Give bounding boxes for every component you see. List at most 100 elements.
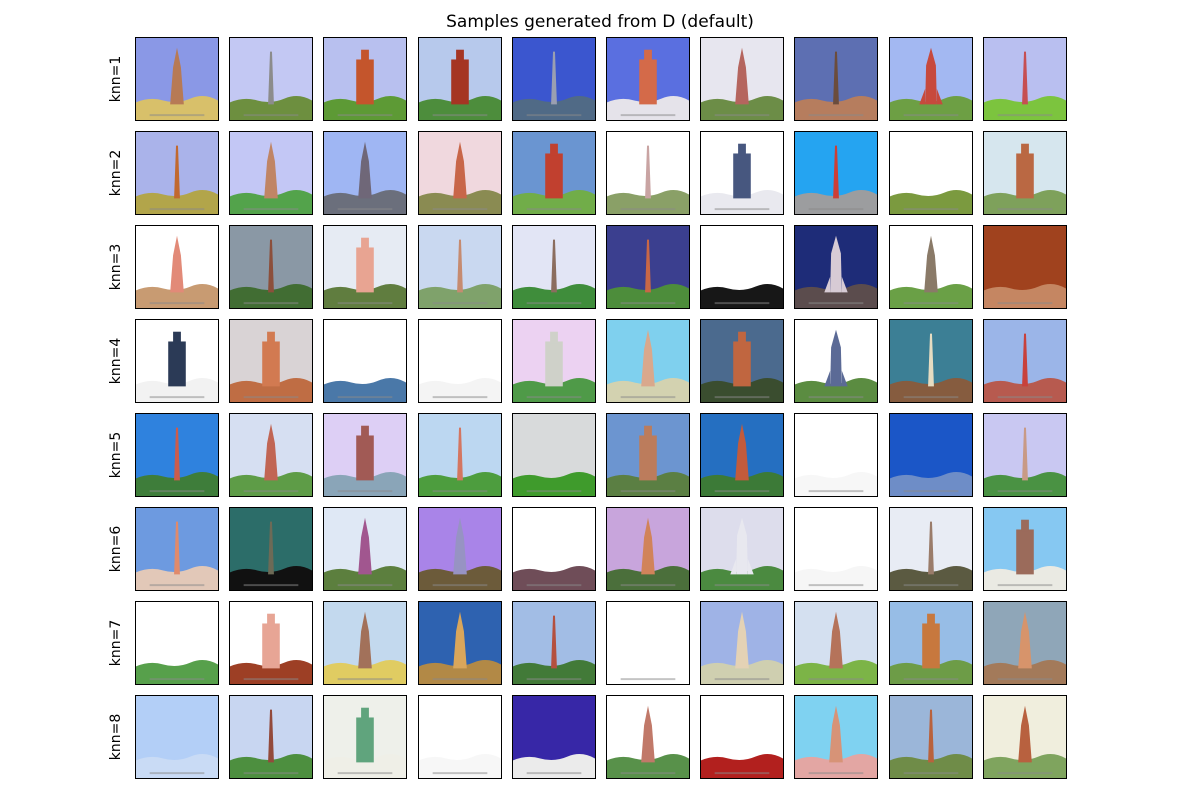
row-label: knn=4 — [108, 337, 124, 385]
caption-strip — [243, 396, 299, 399]
caption-strip — [997, 396, 1053, 399]
ground — [419, 96, 501, 120]
ground — [701, 378, 783, 402]
tower-fin — [841, 370, 848, 387]
sample-image — [135, 413, 219, 497]
sample-image — [794, 131, 878, 215]
caption-strip — [620, 490, 676, 493]
ground — [324, 96, 406, 120]
sample-image — [700, 225, 784, 309]
sample-image — [229, 319, 313, 403]
caption-strip — [620, 584, 676, 587]
ground — [136, 660, 218, 684]
sample-image — [794, 413, 878, 497]
ground — [513, 190, 595, 214]
sample-image — [512, 413, 596, 497]
tower-shape — [833, 51, 839, 105]
sample-image — [606, 507, 690, 591]
sample-image — [983, 507, 1067, 591]
sample-image — [323, 413, 407, 497]
tower-shape — [170, 47, 184, 105]
sample-image — [323, 131, 407, 215]
caption-strip — [903, 114, 959, 117]
tower-shape — [1022, 333, 1028, 387]
tower-shape — [1018, 705, 1032, 763]
caption-strip — [432, 302, 488, 305]
tower-shape — [451, 59, 469, 105]
ground — [701, 190, 783, 214]
ground — [701, 754, 783, 778]
caption-strip — [337, 678, 393, 681]
tower-shape-top — [550, 331, 558, 344]
tower-shape — [830, 329, 842, 387]
tower-shape-top — [267, 613, 275, 626]
tower-fin — [919, 88, 926, 105]
tower-shape — [924, 235, 938, 293]
sample-image — [418, 319, 502, 403]
sample-image — [889, 413, 973, 497]
caption-strip — [620, 396, 676, 399]
ground — [136, 472, 218, 496]
caption-strip — [997, 114, 1053, 117]
tower-shape-top — [1021, 519, 1029, 532]
ground — [136, 566, 218, 590]
caption-strip — [714, 114, 770, 117]
sample-image — [889, 131, 973, 215]
sample-image — [794, 319, 878, 403]
caption-strip — [714, 396, 770, 399]
caption-strip — [620, 678, 676, 681]
row-label: knn=7 — [108, 619, 124, 667]
tower-shape-top — [738, 331, 746, 344]
ground — [795, 378, 877, 402]
caption-strip — [808, 114, 864, 117]
sample-image — [512, 37, 596, 121]
tower-shape-top — [267, 331, 275, 344]
caption-strip — [243, 584, 299, 587]
tower-shape — [641, 705, 655, 763]
ground — [890, 754, 972, 778]
ground — [890, 190, 972, 214]
sample-image — [606, 695, 690, 779]
tower-shape — [1022, 427, 1028, 481]
tower-shape — [358, 611, 372, 669]
ground — [324, 378, 406, 402]
tower-fin — [936, 88, 943, 105]
caption-strip — [620, 302, 676, 305]
figure-title: Samples generated from D (default) — [446, 12, 754, 32]
ground — [513, 566, 595, 590]
sample-image — [794, 601, 878, 685]
sample-image — [229, 507, 313, 591]
ground — [701, 96, 783, 120]
caption-strip — [243, 208, 299, 211]
sample-image — [229, 131, 313, 215]
tower-shape — [545, 341, 563, 387]
ground — [890, 284, 972, 308]
caption-strip — [149, 208, 205, 211]
tower-shape-top — [644, 425, 652, 438]
ground — [890, 566, 972, 590]
sample-image — [323, 601, 407, 685]
tower-fin — [841, 276, 848, 293]
sample-image — [983, 37, 1067, 121]
caption-strip — [526, 772, 582, 775]
caption-strip — [432, 208, 488, 211]
sample-image — [418, 413, 502, 497]
tower-shape — [829, 611, 843, 669]
ground — [984, 754, 1066, 778]
ground — [984, 472, 1066, 496]
ground — [324, 472, 406, 496]
tower-shape — [833, 145, 839, 199]
row-label: knn=3 — [108, 243, 124, 291]
tower-shape — [545, 153, 563, 199]
ground — [324, 754, 406, 778]
ground — [795, 96, 877, 120]
ground — [984, 378, 1066, 402]
sample-image — [889, 601, 973, 685]
ground — [324, 190, 406, 214]
ground — [701, 284, 783, 308]
tower-shape-top — [361, 49, 369, 62]
caption-strip — [997, 302, 1053, 305]
caption-strip — [808, 772, 864, 775]
ground — [795, 472, 877, 496]
